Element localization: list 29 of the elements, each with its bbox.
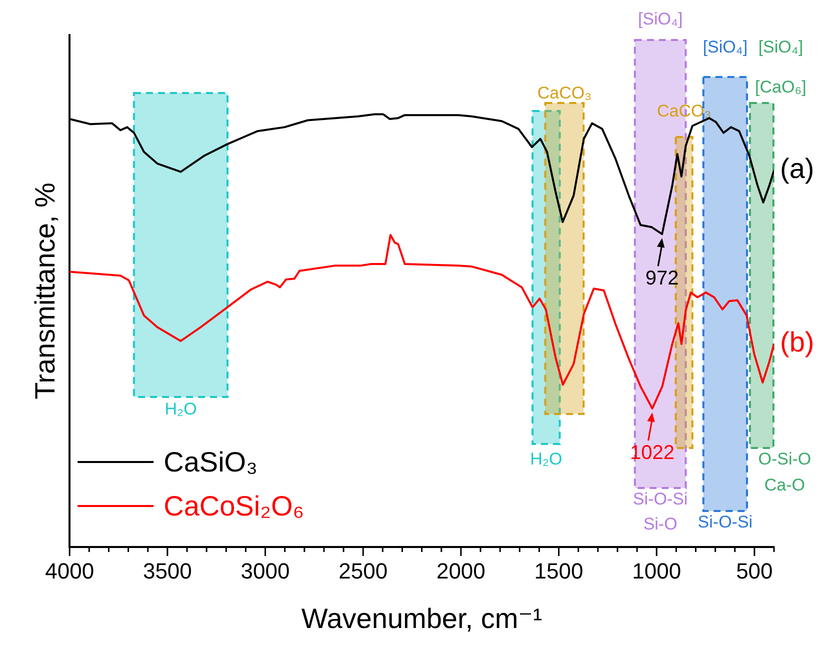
y-axis-title: Transmittance, % bbox=[30, 182, 61, 400]
x-tick-label: 1500 bbox=[534, 558, 584, 584]
band-label: H₂O bbox=[164, 400, 197, 419]
annotation: Si-O bbox=[643, 514, 678, 534]
band-label: H₂O bbox=[530, 450, 562, 469]
x-tick-label: 4000 bbox=[45, 558, 94, 584]
band-label: CaCO₃ bbox=[537, 84, 592, 103]
annotation: 972 bbox=[645, 268, 679, 290]
annotation: O-Si-O bbox=[758, 450, 812, 469]
annotation: Si-O-Si bbox=[698, 512, 753, 532]
x-tick-label: 500 bbox=[736, 558, 773, 584]
text: [CaO₆] bbox=[755, 78, 806, 97]
annotation: (b) bbox=[780, 326, 814, 358]
x-tick-label: 2000 bbox=[436, 558, 486, 584]
annotation: Ca-O bbox=[764, 476, 805, 495]
band-label: [SiO₄] bbox=[702, 38, 748, 57]
x-tick-label: 3000 bbox=[240, 558, 290, 584]
annotation: 1022 bbox=[630, 442, 675, 464]
x-tick-label: 2500 bbox=[338, 558, 388, 584]
band-label: [SiO₄] bbox=[758, 38, 804, 57]
x-tick-label: 3500 bbox=[142, 558, 192, 584]
legend-label: CaSiO₃ bbox=[164, 446, 258, 478]
x-axis-title: Wavenumber, cm⁻¹ bbox=[301, 602, 542, 634]
band-label: [SiO₄] bbox=[638, 10, 683, 29]
annotation: (a) bbox=[780, 153, 814, 184]
annotation: Si-O-Si bbox=[632, 490, 688, 509]
legend-label: CaCoSi₂O₆ bbox=[164, 490, 304, 522]
x-tick-label: 1000 bbox=[632, 558, 682, 584]
band-label: CaCO₃ bbox=[657, 102, 712, 121]
